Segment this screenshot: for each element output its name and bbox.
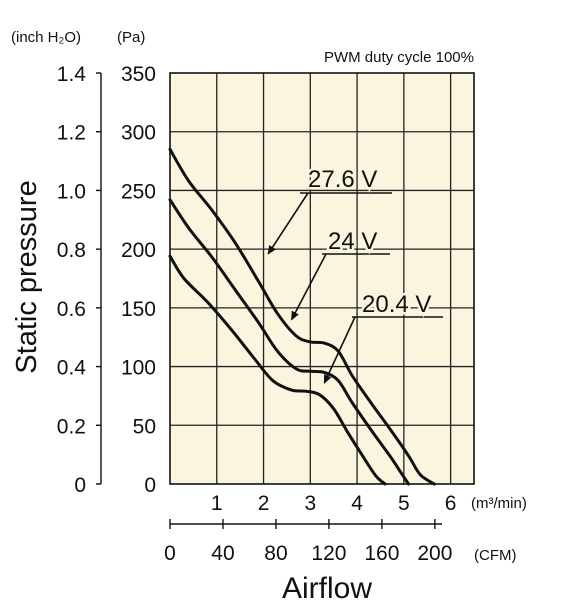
annotation-label: 20.4 V [362,291,431,318]
x-tick-m3: 6 [445,492,457,515]
series-line [168,147,436,486]
series-line [168,198,410,486]
x-tick-m3: 5 [398,492,410,515]
annotation-label: 27.6 V [308,166,377,193]
y-tick-pa: 250 [121,180,156,203]
x-axis-label: Airflow [282,572,372,605]
x-unit-m3: (m³/min) [471,495,527,512]
y-tick-pa: 350 [121,63,156,86]
x-tick-cfm: 160 [364,542,399,565]
y-tick-pa: 0 [144,474,156,497]
x-tick-m3: 1 [211,492,223,515]
annotation-arrow [267,192,309,255]
y-tick-pa: 50 [133,415,156,438]
y-axis-label: Static pressure [11,180,43,373]
y-unit-inch: (inch H₂O) [11,29,81,46]
y-tick-pa: 100 [121,357,156,380]
x-tick-cfm: 200 [417,542,452,565]
grid [170,73,474,484]
y-tick-pa: 200 [121,239,156,262]
y-tick-inch: 0.6 [57,298,86,321]
y-tick-inch: 1.0 [57,180,86,203]
x-tick-cfm: 80 [264,542,287,565]
x-tick-cfm: 120 [311,542,346,565]
axes [96,72,475,529]
x-tick-m3: 2 [258,492,270,515]
x-tick-m3: 4 [351,492,363,515]
y-tick-inch: 0.8 [57,239,86,262]
x-tick-cfm: 0 [164,542,176,565]
x-tick-cfm: 40 [211,542,234,565]
annotations: 27.6 V 24 V 20.4 V [267,164,443,384]
annotation-arrow [290,253,327,321]
annotation-label: 24 V [328,228,377,255]
tick-labels: 00.20.40.60.81.01.21.4050100150200250300… [57,63,457,565]
chart-title: PWM duty cycle 100% [324,49,474,66]
series-line [168,254,387,486]
x-unit-cfm: (CFM) [474,547,516,564]
y-tick-inch: 0.2 [57,415,86,438]
y-unit-pa: (Pa) [117,29,145,46]
y-tick-pa: 150 [121,298,156,321]
x-tick-m3: 3 [304,492,316,515]
series-group [168,147,436,486]
y-tick-pa: 300 [121,122,156,145]
y-tick-inch: 0 [74,474,86,497]
y-tick-inch: 1.2 [57,122,86,145]
plot-frame [169,72,475,485]
annotation-arrow [323,316,356,384]
plot-background [170,73,474,484]
y-tick-inch: 0.4 [57,357,87,380]
y-tick-inch: 1.4 [57,63,87,86]
plot-area [170,73,474,484]
